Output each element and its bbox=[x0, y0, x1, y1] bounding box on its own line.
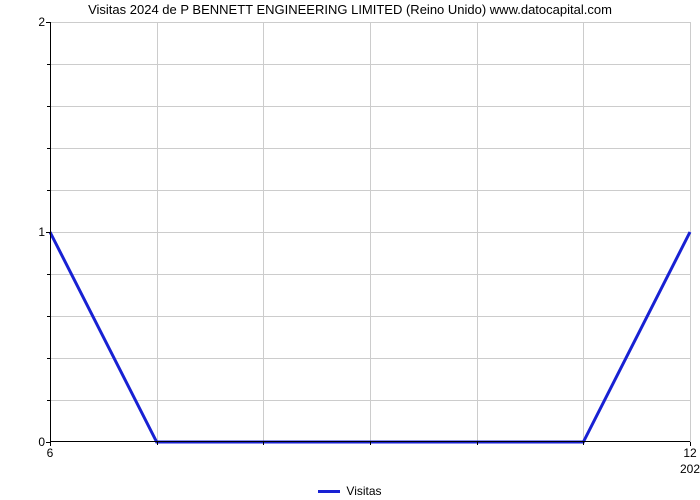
y-minor-tick-mark bbox=[47, 316, 50, 317]
x-minor-tick-mark bbox=[370, 442, 371, 445]
gridline-v bbox=[690, 22, 691, 442]
y-minor-tick-mark bbox=[47, 190, 50, 191]
y-minor-tick-mark bbox=[47, 400, 50, 401]
x-minor-tick-mark bbox=[157, 442, 158, 445]
y-minor-tick-mark bbox=[47, 64, 50, 65]
plot-area bbox=[50, 22, 690, 442]
y-axis-line bbox=[50, 22, 51, 442]
x-minor-tick-mark bbox=[477, 442, 478, 445]
x-tick-label: 6 bbox=[47, 446, 54, 460]
series-line bbox=[50, 22, 690, 442]
y-tick-label: 1 bbox=[5, 225, 45, 239]
x-tick-label: 12 bbox=[683, 446, 696, 460]
legend: Visitas bbox=[0, 484, 700, 498]
legend-swatch bbox=[318, 490, 340, 493]
y-tick-label: 0 bbox=[5, 435, 45, 449]
y-minor-tick-mark bbox=[47, 148, 50, 149]
y-minor-tick-mark bbox=[47, 358, 50, 359]
y-minor-tick-mark bbox=[47, 274, 50, 275]
y-minor-tick-mark bbox=[47, 106, 50, 107]
y-tick-mark bbox=[46, 232, 50, 233]
x-sub-label: 202 bbox=[680, 462, 700, 476]
y-tick-mark bbox=[46, 22, 50, 23]
x-minor-tick-mark bbox=[583, 442, 584, 445]
chart-title: Visitas 2024 de P BENNETT ENGINEERING LI… bbox=[0, 2, 700, 17]
x-minor-tick-mark bbox=[263, 442, 264, 445]
legend-label: Visitas bbox=[346, 484, 381, 498]
y-tick-label: 2 bbox=[5, 15, 45, 29]
